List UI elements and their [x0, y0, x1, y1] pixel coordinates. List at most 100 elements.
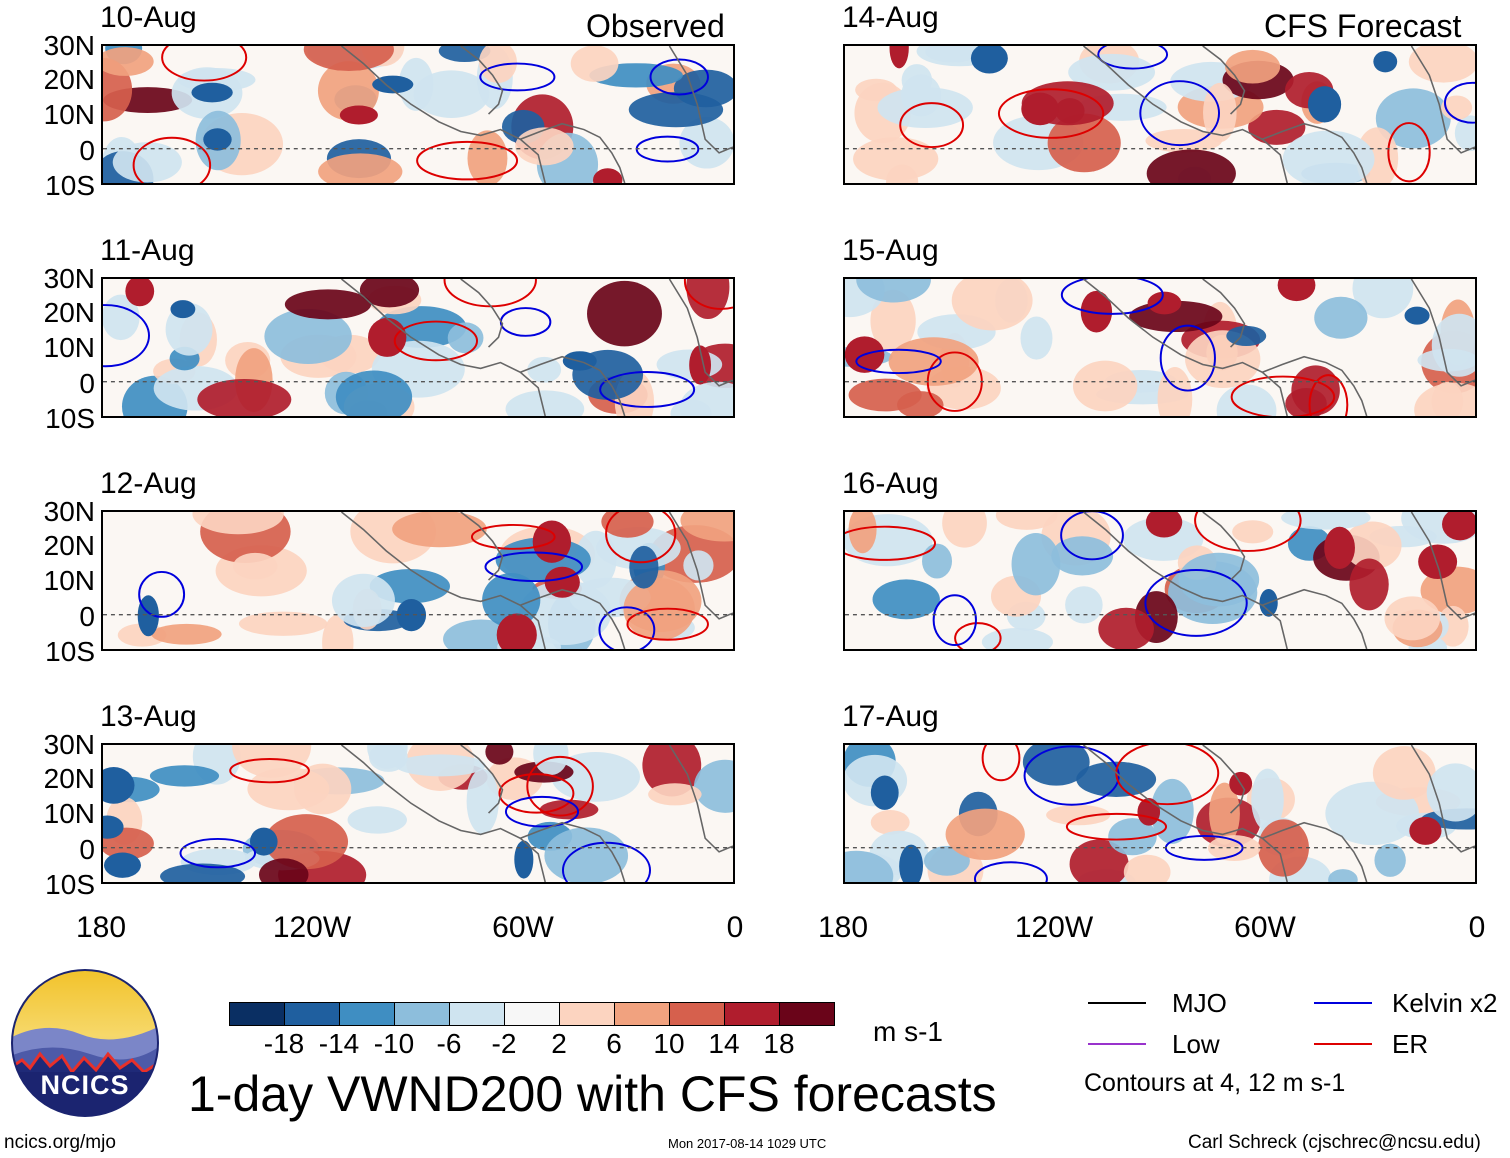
panel-date-label: 11-Aug [100, 234, 195, 267]
northerly-anomaly-shading [683, 550, 714, 581]
latitude-label: 0 [79, 601, 95, 632]
er-contour [416, 140, 519, 181]
coastline [340, 46, 733, 183]
latitude-label: 20N [43, 763, 95, 794]
southerly-anomaly-shading [848, 512, 877, 554]
er-contour [498, 773, 575, 814]
er-contour [470, 523, 556, 550]
northerly-anomaly-shading [922, 543, 953, 579]
northerly-anomaly-shading [1328, 869, 1358, 882]
colorbar-tick-label: 18 [763, 1028, 795, 1059]
kelvin-contour [1060, 279, 1164, 315]
coastline [340, 279, 733, 416]
southerly-anomaly-shading [587, 280, 662, 347]
strong-anomaly-core [1409, 816, 1442, 845]
latitude-label: 20N [43, 64, 95, 95]
southerly-anomaly-shading [247, 767, 330, 811]
colorbar-swatch [559, 1002, 615, 1026]
wind-anomaly-field [103, 46, 733, 183]
colorbar-swatch [284, 1002, 340, 1026]
strong-anomaly-core [249, 827, 278, 856]
southerly-anomaly-shading [886, 164, 919, 183]
southerly-anomaly-shading [515, 127, 574, 166]
latitude-label: 10S [45, 636, 95, 667]
strong-anomaly-core [372, 75, 414, 94]
southerly-anomaly-shading [1146, 149, 1236, 183]
southerly-anomaly-shading [1248, 109, 1306, 145]
southerly-anomaly-shading [601, 512, 654, 538]
er-contour [1230, 375, 1336, 416]
colorbar-swatch [394, 1002, 450, 1026]
northerly-anomaly-shading [505, 390, 585, 416]
southerly-anomaly-shading [392, 512, 487, 548]
panel-date-label: 12-Aug [100, 467, 197, 500]
colorbar-tick-label: -10 [373, 1028, 415, 1059]
northerly-anomaly-shading [1282, 130, 1375, 183]
kelvin-contour [1060, 512, 1124, 561]
er-contour [997, 88, 1105, 139]
kelvin-contour [855, 348, 942, 375]
northerly-anomaly-shading [1178, 552, 1260, 607]
colorbar-swatch [779, 1002, 835, 1026]
er-contour [626, 607, 709, 641]
wind-anomaly-field [845, 745, 1475, 882]
southerly-anomaly-shading [232, 552, 278, 580]
strong-anomaly-core [170, 300, 196, 319]
longitude-label: 60W [492, 911, 554, 944]
kelvin-contour [1159, 324, 1216, 392]
footer-timestamp: Mon 2017-08-14 1029 UTC [668, 1136, 827, 1151]
southerly-anomaly-shading [151, 623, 222, 645]
kelvin-contour [499, 307, 552, 337]
northerly-anomaly-shading [112, 142, 182, 183]
strong-anomaly-core [1373, 50, 1398, 73]
southerly-anomaly-shading [284, 289, 372, 320]
northerly-anomaly-shading [1375, 88, 1451, 149]
northerly-anomaly-shading [413, 70, 490, 118]
legend-kelvin-label: Kelvin x2 [1392, 988, 1498, 1018]
kelvin-contour [484, 551, 584, 583]
strong-anomaly-core [1324, 526, 1355, 569]
northerly-anomaly-shading [1226, 325, 1267, 347]
panel-date-label: 13-Aug [100, 700, 197, 733]
northerly-anomaly-shading [1068, 53, 1156, 91]
northerly-anomaly-shading [1108, 818, 1157, 856]
northerly-anomaly-shading [264, 308, 352, 365]
panel-date-label: 10-Aug [100, 1, 197, 34]
map-panel [101, 743, 735, 884]
er-contour [1194, 512, 1302, 552]
northerly-anomaly-shading [923, 846, 970, 876]
longitude-label: 0 [1468, 911, 1486, 944]
latitude-label: 0 [79, 834, 95, 865]
latitude-label: 10N [43, 332, 95, 363]
strong-anomaly-core [899, 844, 924, 882]
legend-mjo-line [1088, 1002, 1146, 1004]
southerly-anomaly-shading [1349, 558, 1389, 611]
strong-anomaly-core [1080, 290, 1113, 333]
er-contour [899, 102, 965, 149]
northerly-anomaly-shading [447, 322, 484, 354]
strong-anomaly-core [592, 168, 623, 183]
kelvin-contour [649, 58, 709, 96]
strong-anomaly-core [496, 613, 537, 649]
northerly-anomaly-shading [369, 745, 408, 772]
latitude-label: 30N [43, 729, 95, 760]
kelvin-contour [1097, 46, 1169, 70]
kelvin-contour [1139, 80, 1221, 147]
er-contour [1387, 122, 1431, 183]
southerly-anomaly-shading [318, 153, 403, 183]
panel-date-label: 17-Aug [842, 700, 939, 733]
northerly-anomaly-shading [1065, 586, 1103, 624]
southerly-anomaly-shading [1123, 854, 1171, 882]
er-contour [161, 46, 248, 82]
wind-anomaly-field [845, 46, 1475, 183]
northerly-anomaly-shading [1020, 316, 1053, 360]
strong-anomaly-core [1418, 544, 1458, 580]
southerly-anomaly-shading [680, 512, 733, 542]
kelvin-contour [504, 795, 580, 828]
latitude-label: 30N [43, 496, 95, 527]
strong-anomaly-core [103, 852, 141, 878]
northerly-anomaly-shading [1352, 279, 1414, 319]
northerly-anomaly-shading [1281, 512, 1371, 530]
strong-anomaly-core [1021, 92, 1059, 126]
map-panel [101, 44, 735, 185]
